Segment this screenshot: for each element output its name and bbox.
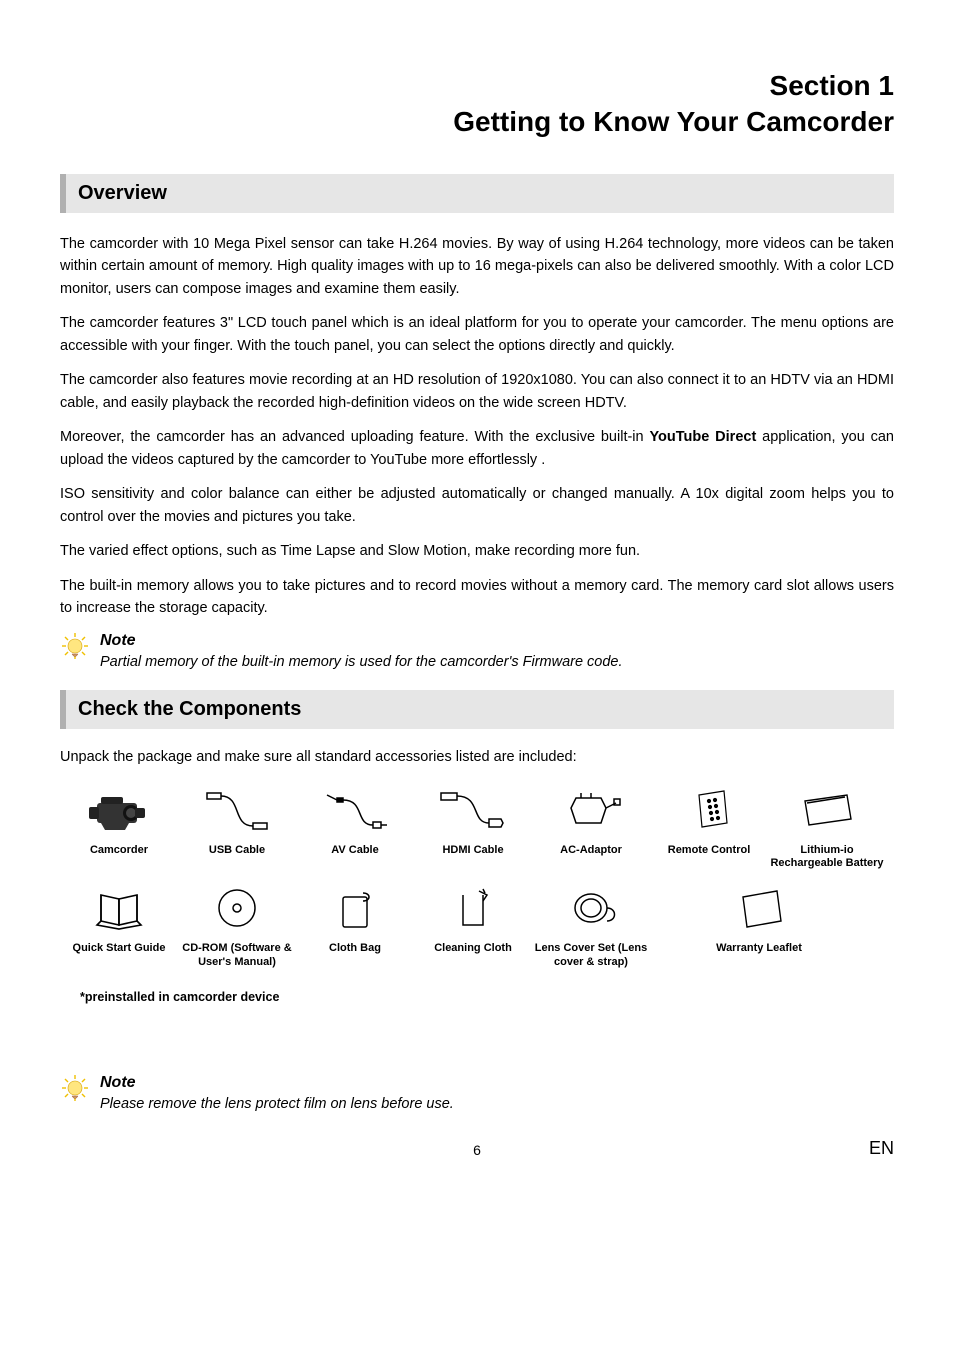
component-av-cable: AV Cable — [296, 783, 414, 872]
note-2-heading: Note — [100, 1074, 894, 1092]
overview-para-1: The camcorder with 10 Mega Pixel sensor … — [60, 233, 894, 300]
leaflet-icon — [719, 881, 799, 936]
lens-cover-icon — [551, 881, 631, 936]
remote-control-icon — [669, 783, 749, 838]
overview-para-youtube: Moreover, the camcorder has an advanced … — [60, 426, 894, 471]
component-cloth-bag: Cloth Bag — [296, 881, 414, 970]
hdmi-cable-icon — [433, 783, 513, 838]
ac-adaptor-icon — [551, 783, 631, 838]
component-cdrom: CD-ROM (Software & User's Manual) — [178, 881, 296, 970]
component-label: Camcorder — [90, 844, 148, 858]
components-intro: Unpack the package and make sure all sta… — [60, 749, 894, 765]
components-grid: Camcorder USB Cable AV Cable — [60, 783, 894, 980]
note-2-text: Please remove the lens protect film on l… — [100, 1096, 894, 1112]
component-label: Warranty Leaflet — [716, 942, 802, 956]
camcorder-icon — [79, 783, 159, 838]
lightbulb-icon — [60, 1074, 90, 1104]
component-warranty: Warranty Leaflet — [700, 881, 818, 970]
overview-para-3: The camcorder also features movie record… — [60, 369, 894, 414]
overview-para-6: The varied effect options, such as Time … — [60, 540, 894, 562]
cloth-icon — [433, 881, 513, 936]
note-2: Note Please remove the lens protect film… — [60, 1074, 894, 1112]
overview-para-7: The built-in memory allows you to take p… — [60, 575, 894, 620]
component-cleaning-cloth: Cleaning Cloth — [414, 881, 532, 970]
section-title: Getting to Know Your Camcorder — [60, 106, 894, 138]
note-1: Note Partial memory of the built-in memo… — [60, 632, 894, 670]
component-label: CD-ROM (Software & User's Manual) — [178, 942, 296, 970]
bag-icon — [315, 881, 395, 936]
component-label: Cloth Bag — [329, 942, 381, 956]
component-label: AC-Adaptor — [560, 844, 622, 858]
yt-prefix: Moreover, the camcorder has an advanced … — [60, 429, 649, 445]
component-label: AV Cable — [331, 844, 378, 858]
component-label: Lens Cover Set (Lens cover & strap) — [532, 942, 650, 970]
component-label: Remote Control — [668, 844, 751, 858]
component-hdmi-cable: HDMI Cable — [414, 783, 532, 872]
component-ac-adaptor: AC-Adaptor — [532, 783, 650, 872]
component-remote-control: Remote Control — [650, 783, 768, 872]
component-quick-start: Quick Start Guide — [60, 881, 178, 970]
book-icon — [79, 881, 159, 936]
component-label: Cleaning Cloth — [434, 942, 512, 956]
components-heading: Check the Components — [60, 690, 894, 729]
section-label: Section 1 — [60, 70, 894, 102]
battery-icon — [787, 783, 867, 838]
preinstalled-note: *preinstalled in camcorder device — [80, 990, 894, 1004]
page-footer: 6 EN — [60, 1142, 894, 1158]
component-label: HDMI Cable — [442, 844, 503, 858]
page-number: 6 — [60, 1142, 894, 1158]
yt-bold: YouTube Direct — [649, 429, 756, 445]
component-battery: Lithium-io Rechargeable Battery — [768, 783, 886, 872]
note-1-heading: Note — [100, 632, 894, 650]
component-label: USB Cable — [209, 844, 265, 858]
av-cable-icon — [315, 783, 395, 838]
component-camcorder: Camcorder — [60, 783, 178, 872]
language-label: EN — [869, 1138, 894, 1159]
note-1-text: Partial memory of the built-in memory is… — [100, 654, 894, 670]
cdrom-icon — [197, 881, 277, 936]
component-lens-cover: Lens Cover Set (Lens cover & strap) — [532, 881, 650, 970]
overview-heading: Overview — [60, 174, 894, 213]
component-label: Lithium-io Rechargeable Battery — [768, 844, 886, 872]
component-usb-cable: USB Cable — [178, 783, 296, 872]
component-label: Quick Start Guide — [73, 942, 166, 956]
overview-para-2: The camcorder features 3" LCD touch pane… — [60, 312, 894, 357]
usb-cable-icon — [197, 783, 277, 838]
lightbulb-icon — [60, 632, 90, 662]
overview-para-5: ISO sensitivity and color balance can ei… — [60, 483, 894, 528]
